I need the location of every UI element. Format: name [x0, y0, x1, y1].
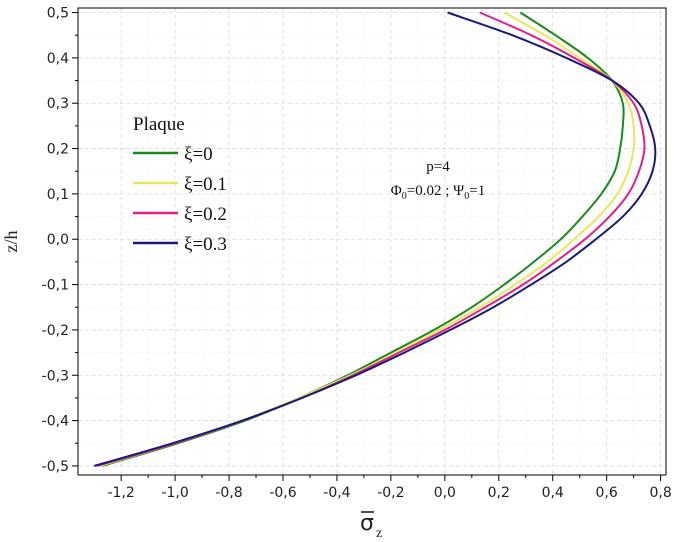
legend-label: ξ=0.2 — [184, 204, 227, 225]
y-tick-label: 0,1 — [47, 187, 69, 203]
annotation-phi-sub: 0 — [402, 191, 407, 202]
x-axis-ticks: -1,2 -1,0 -0,8 -0,6 -0,4 -0,2 0,0 0,2 0,4 0,6 0,8 — [107, 475, 672, 501]
annotation-psi: Ψ — [453, 183, 465, 199]
x-tick-label: -0,6 — [269, 485, 296, 501]
y-tick-label: 0,2 — [47, 142, 69, 158]
x-axis-label-subscript: z — [376, 526, 382, 541]
annotation-psi-sub: 0 — [464, 191, 469, 202]
x-tick-label: 0,8 — [649, 485, 671, 501]
y-axis-ticks: -0,5 -0,4 -0,3 -0,2 -0,1 0,0 0,1 0,2 0,3 0,4 0,5 — [42, 6, 78, 475]
x-tick-label: -1,0 — [161, 485, 188, 501]
y-axis-label: z/h — [1, 231, 21, 253]
x-tick-label: -0,8 — [215, 485, 242, 501]
y-tick-label: 0,0 — [47, 232, 69, 248]
x-tick-label: -0,2 — [377, 485, 404, 501]
x-axis-label: σ z — [360, 511, 382, 541]
grid — [78, 8, 666, 475]
x-axis-label-symbol: σ — [360, 511, 374, 536]
legend: Plaque ξ=0 ξ=0.1 ξ=0.2 ξ=0.3 — [133, 114, 227, 255]
y-tick-label: 0,4 — [47, 51, 69, 67]
y-tick-label: 0,5 — [47, 6, 69, 22]
x-tick-label: 0,6 — [596, 485, 618, 501]
y-tick-label: -0,4 — [42, 414, 69, 430]
annotation-params: Φ0=0.02 ; Ψ0=1 — [391, 183, 485, 202]
plot-frame — [77, 7, 667, 476]
series-line-3 — [93, 11, 657, 467]
annotation-phi: Φ — [391, 183, 402, 199]
x-tick-label: -1,2 — [107, 485, 134, 501]
series-group — [93, 11, 657, 467]
x-tick-label: 0,4 — [542, 485, 564, 501]
annotation-psi-val: =1 — [469, 183, 485, 199]
legend-label: ξ=0.3 — [184, 234, 227, 255]
annotation-phi-val: =0.02 ; — [407, 183, 453, 199]
legend-label: ξ=0.1 — [184, 174, 227, 195]
series-line-1 — [99, 11, 636, 467]
legend-title: Plaque — [133, 114, 185, 135]
y-tick-label: -0,1 — [42, 278, 69, 294]
y-tick-label: -0,3 — [42, 368, 69, 384]
x-tick-label: 0,0 — [434, 485, 456, 501]
legend-label: ξ=0 — [184, 144, 213, 165]
x-tick-label: -0,4 — [323, 485, 350, 501]
y-tick-label: -0,2 — [42, 323, 69, 339]
annotation-p: p=4 — [426, 159, 450, 175]
y-tick-label: -0,5 — [42, 459, 69, 475]
x-tick-label: 0,2 — [488, 485, 510, 501]
y-tick-label: 0,3 — [47, 96, 69, 112]
